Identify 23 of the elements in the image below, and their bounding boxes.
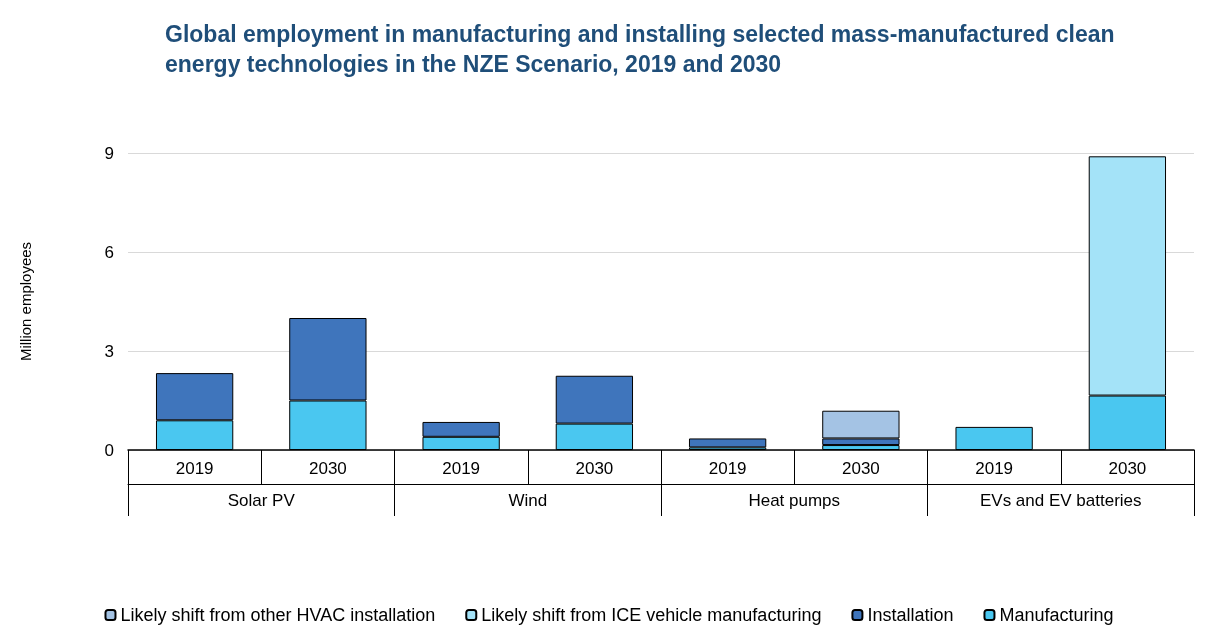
text: Heat pumps: [748, 491, 841, 510]
x-tick-label: 2030: [1108, 459, 1147, 478]
legend-label: Likely shift from other HVAC installation: [120, 605, 436, 625]
x-tick-label: 2019: [708, 459, 747, 478]
x-tick-label: 2030: [308, 459, 347, 478]
y-axis-title: Million employees: [17, 241, 34, 362]
text: Solar PV: [227, 491, 296, 510]
text: EVs and EV batteries: [979, 491, 1142, 510]
x-tick-label: 2019: [175, 459, 214, 478]
chart-title: Global employment in manufacturing and installing selected mass-manufactured clean energy technologies in the NZE Scenario, 2019 and 2030: [165, 21, 1121, 77]
legend-label: Manufacturing: [999, 605, 1114, 625]
bar: [688, 438, 767, 448]
y-tick-label: 3: [104, 341, 114, 361]
y-tick-label: 6: [104, 242, 114, 262]
x-tick-label: 2030: [841, 459, 880, 478]
x-tick-label: 2030: [575, 459, 614, 478]
legend-label: Installation: [867, 605, 954, 625]
y-tick-label: 9: [104, 143, 114, 163]
legend-label: Likely shift from ICE vehicle manufacturing: [481, 605, 822, 625]
y-tick-label: 0: [104, 440, 114, 460]
x-tick-label: 2019: [975, 459, 1014, 478]
x-tick-label: 2019: [442, 459, 481, 478]
text: Wind: [508, 491, 548, 510]
